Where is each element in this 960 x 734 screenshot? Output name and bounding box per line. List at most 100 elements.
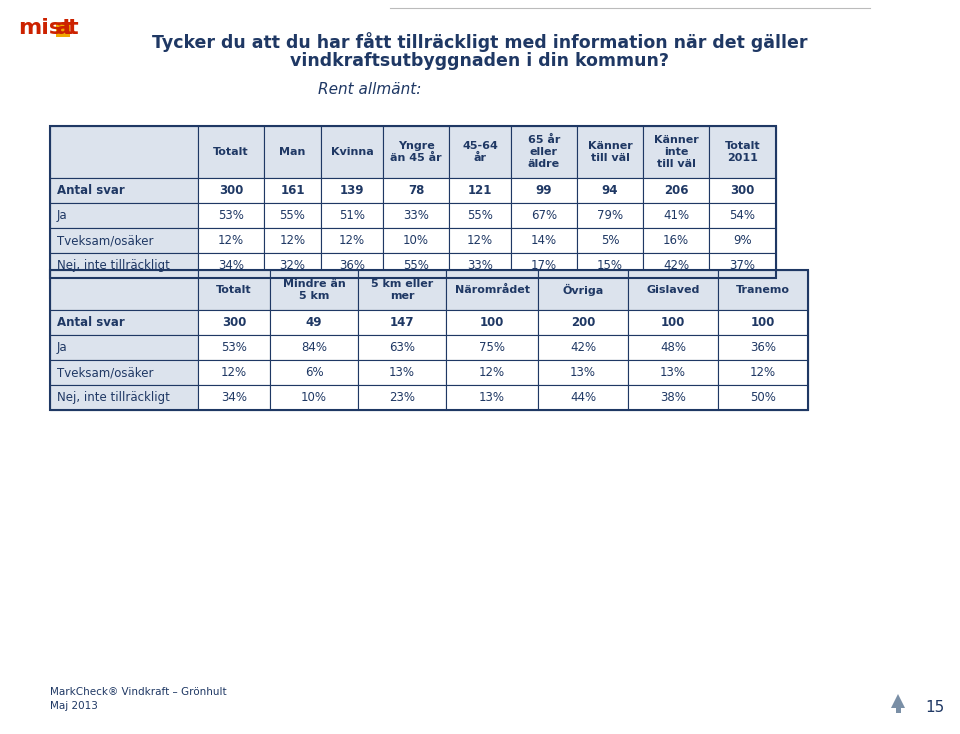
Bar: [50, 310, 198, 335]
Text: 42%: 42%: [663, 259, 689, 272]
Text: Känner
inte
till väl: Känner inte till väl: [654, 135, 698, 169]
Text: Yngre
än 45 år: Yngre än 45 år: [390, 141, 442, 163]
Text: 36%: 36%: [339, 259, 365, 272]
Bar: [198, 203, 264, 228]
Bar: [446, 335, 538, 360]
Text: 17%: 17%: [531, 259, 557, 272]
Bar: [511, 126, 577, 178]
Text: 300: 300: [731, 184, 755, 197]
Text: 9%: 9%: [733, 234, 752, 247]
Text: Nej, inte tillräckligt: Nej, inte tillräckligt: [57, 391, 170, 404]
Text: 13%: 13%: [389, 366, 415, 379]
Bar: [50, 360, 198, 385]
Text: 139: 139: [340, 184, 364, 197]
Bar: [321, 228, 383, 253]
Bar: [446, 360, 538, 385]
Bar: [321, 203, 383, 228]
Bar: [198, 360, 270, 385]
Text: 300: 300: [219, 184, 243, 197]
Bar: [718, 310, 808, 335]
Bar: [56, 23, 70, 37]
Text: 121: 121: [468, 184, 492, 197]
Text: 79%: 79%: [597, 209, 623, 222]
Bar: [358, 385, 446, 410]
Text: 10%: 10%: [301, 391, 327, 404]
Text: 13%: 13%: [570, 366, 596, 379]
Bar: [321, 126, 383, 178]
Bar: [198, 385, 270, 410]
Bar: [383, 253, 449, 278]
Text: 33%: 33%: [403, 209, 429, 222]
Bar: [577, 203, 643, 228]
Text: 32%: 32%: [279, 259, 305, 272]
Bar: [538, 270, 628, 310]
Bar: [198, 335, 270, 360]
Text: 38%: 38%: [660, 391, 686, 404]
Text: 51%: 51%: [339, 209, 365, 222]
Bar: [643, 178, 709, 203]
Text: Nej, inte tillräckligt: Nej, inte tillräckligt: [57, 259, 170, 272]
Text: 54%: 54%: [730, 209, 756, 222]
Bar: [709, 126, 776, 178]
Bar: [358, 270, 446, 310]
Bar: [50, 385, 198, 410]
Bar: [358, 310, 446, 335]
Bar: [628, 335, 718, 360]
Bar: [511, 178, 577, 203]
Text: 12%: 12%: [479, 366, 505, 379]
Text: 48%: 48%: [660, 341, 686, 354]
Text: Tveksam/osäker: Tveksam/osäker: [57, 234, 154, 247]
Bar: [577, 253, 643, 278]
Text: 55%: 55%: [279, 209, 305, 222]
Bar: [511, 253, 577, 278]
Bar: [577, 228, 643, 253]
Text: Totalt: Totalt: [213, 147, 249, 157]
Bar: [321, 253, 383, 278]
Bar: [264, 126, 321, 178]
Bar: [446, 270, 538, 310]
Bar: [50, 253, 198, 278]
Text: Antal svar: Antal svar: [57, 184, 125, 197]
Text: 45-64
år: 45-64 år: [462, 141, 498, 163]
Text: 12%: 12%: [218, 234, 244, 247]
Bar: [50, 270, 198, 310]
Bar: [511, 203, 577, 228]
Bar: [577, 126, 643, 178]
Text: 55%: 55%: [468, 209, 492, 222]
Text: 12%: 12%: [221, 366, 247, 379]
Bar: [446, 310, 538, 335]
Text: 100: 100: [751, 316, 775, 329]
Text: Tycker du att du har fått tillräckligt med information när det gäller: Tycker du att du har fått tillräckligt m…: [153, 32, 807, 52]
Bar: [198, 310, 270, 335]
Text: 94: 94: [602, 184, 618, 197]
Text: 13%: 13%: [479, 391, 505, 404]
Bar: [538, 310, 628, 335]
Polygon shape: [891, 694, 905, 708]
Bar: [709, 228, 776, 253]
Bar: [321, 178, 383, 203]
Text: 33%: 33%: [468, 259, 492, 272]
Text: Kvinna: Kvinna: [330, 147, 373, 157]
Bar: [264, 203, 321, 228]
Text: mist: mist: [18, 18, 73, 38]
Bar: [718, 270, 808, 310]
Bar: [270, 270, 358, 310]
Text: 75%: 75%: [479, 341, 505, 354]
Text: 200: 200: [571, 316, 595, 329]
Text: 12%: 12%: [279, 234, 305, 247]
Bar: [643, 253, 709, 278]
Bar: [709, 253, 776, 278]
Text: 34%: 34%: [221, 391, 247, 404]
Bar: [50, 335, 198, 360]
Bar: [50, 178, 198, 203]
Bar: [718, 335, 808, 360]
Bar: [449, 203, 511, 228]
Text: 23%: 23%: [389, 391, 415, 404]
Bar: [383, 228, 449, 253]
Bar: [198, 253, 264, 278]
Text: 6%: 6%: [304, 366, 324, 379]
Bar: [538, 335, 628, 360]
Text: 161: 161: [280, 184, 304, 197]
Bar: [198, 178, 264, 203]
Text: 78: 78: [408, 184, 424, 197]
